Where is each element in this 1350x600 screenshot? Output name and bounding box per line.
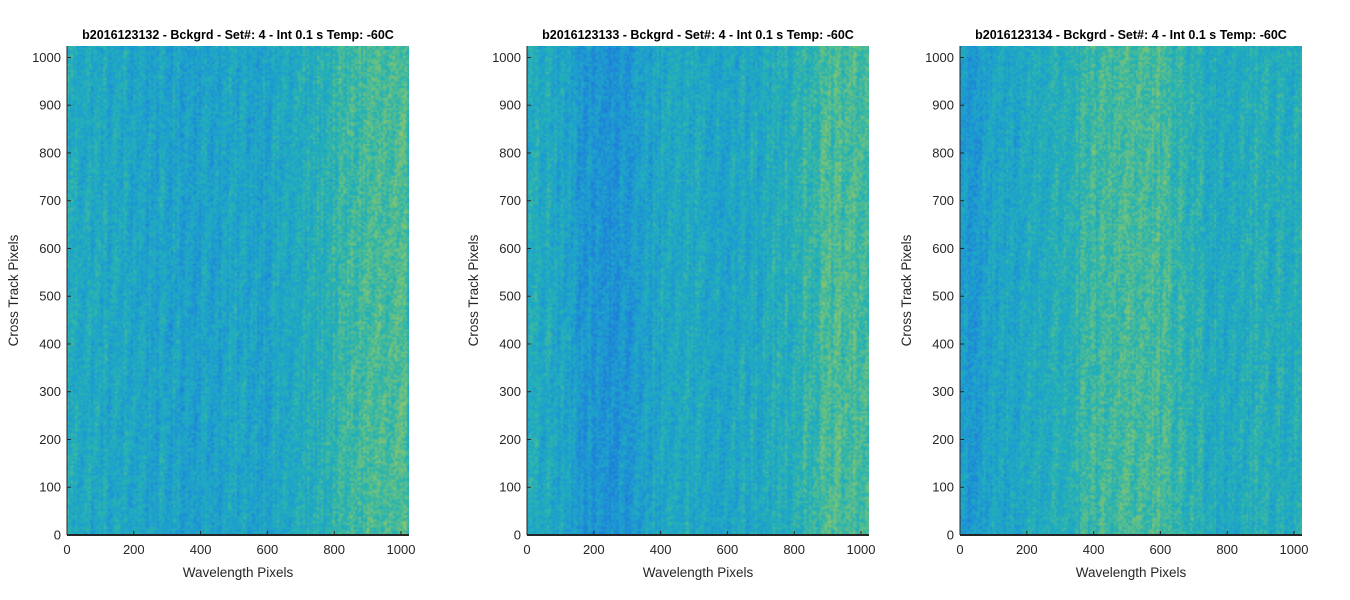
chart-title: b2016123133 - Bckgrd - Set#: 4 - Int 0.1… (542, 28, 854, 42)
x-tick-label: 200 (583, 542, 605, 557)
x-tick-label: 200 (1016, 542, 1038, 557)
y-tick-label: 100 (499, 480, 521, 495)
chart-title: b2016123132 - Bckgrd - Set#: 4 - Int 0.1… (82, 28, 394, 42)
x-axis-label: Wavelength Pixels (1076, 565, 1187, 580)
y-tick-label: 400 (39, 336, 61, 351)
x-tick-label: 1000 (847, 542, 876, 557)
y-tick-label: 100 (932, 480, 954, 495)
x-tick-label: 1000 (1280, 542, 1309, 557)
x-tick-label: 600 (257, 542, 279, 557)
x-tick-label: 600 (1150, 542, 1172, 557)
heatmap-image (527, 46, 869, 535)
x-tick-label: 400 (1083, 542, 1105, 557)
heatmap-panel-3: 0 200 400 600 800 1000 0 100 200 300 400 500 600 700 8… (899, 28, 1308, 580)
y-tick-label: 0 (54, 528, 61, 543)
x-tick-label: 0 (523, 542, 530, 557)
y-tick-label: 800 (39, 145, 61, 160)
heatmap-image (960, 46, 1302, 535)
heatmap-image (67, 46, 409, 535)
x-tick-label: 400 (650, 542, 672, 557)
y-tick-label: 400 (499, 336, 521, 351)
y-tick-label: 500 (39, 289, 61, 304)
y-tick-label: 600 (39, 241, 61, 256)
y-tick-label: 0 (514, 528, 521, 543)
y-axis-label: Cross Track Pixels (899, 234, 914, 346)
x-tick-label: 1000 (387, 542, 416, 557)
y-tick-label: 500 (499, 289, 521, 304)
y-tick-label: 700 (932, 193, 954, 208)
y-tick-label: 800 (499, 145, 521, 160)
y-tick-label: 900 (39, 98, 61, 113)
y-tick-label: 700 (39, 193, 61, 208)
y-tick-label: 1000 (925, 50, 954, 65)
x-tick-label: 0 (956, 542, 963, 557)
x-tick-label: 400 (190, 542, 212, 557)
x-tick-label: 600 (717, 542, 739, 557)
y-tick-label: 200 (932, 432, 954, 447)
y-tick-label: 200 (499, 432, 521, 447)
y-tick-label: 900 (932, 98, 954, 113)
y-tick-label: 400 (932, 336, 954, 351)
y-axis-label: Cross Track Pixels (6, 234, 21, 346)
y-tick-label: 500 (932, 289, 954, 304)
y-tick-label: 300 (932, 384, 954, 399)
y-tick-label: 600 (499, 241, 521, 256)
y-tick-label: 1000 (32, 50, 61, 65)
chart-title: b2016123134 - Bckgrd - Set#: 4 - Int 0.1… (975, 28, 1287, 42)
x-tick-label: 800 (1216, 542, 1238, 557)
y-tick-label: 1000 (492, 50, 521, 65)
x-tick-label: 200 (123, 542, 145, 557)
heatmap-panel-2: 0 200 400 600 800 1000 0 100 200 300 400 500 600 700 8… (466, 28, 875, 580)
y-tick-label: 200 (39, 432, 61, 447)
y-tick-label: 600 (932, 241, 954, 256)
x-tick-label: 800 (323, 542, 345, 557)
x-tick-label: 800 (783, 542, 805, 557)
y-tick-label: 0 (947, 528, 954, 543)
y-tick-label: 300 (39, 384, 61, 399)
y-tick-label: 700 (499, 193, 521, 208)
y-tick-label: 900 (499, 98, 521, 113)
y-axis-label: Cross Track Pixels (466, 234, 481, 346)
y-tick-label: 800 (932, 145, 954, 160)
x-tick-label: 0 (63, 542, 70, 557)
y-tick-label: 300 (499, 384, 521, 399)
x-axis-label: Wavelength Pixels (643, 565, 754, 580)
x-axis-label: Wavelength Pixels (183, 565, 294, 580)
heatmap-panel-1: 0 200 400 600 800 1000 0 100 200 300 400 500 600 700 8… (6, 28, 415, 580)
y-tick-label: 100 (39, 480, 61, 495)
